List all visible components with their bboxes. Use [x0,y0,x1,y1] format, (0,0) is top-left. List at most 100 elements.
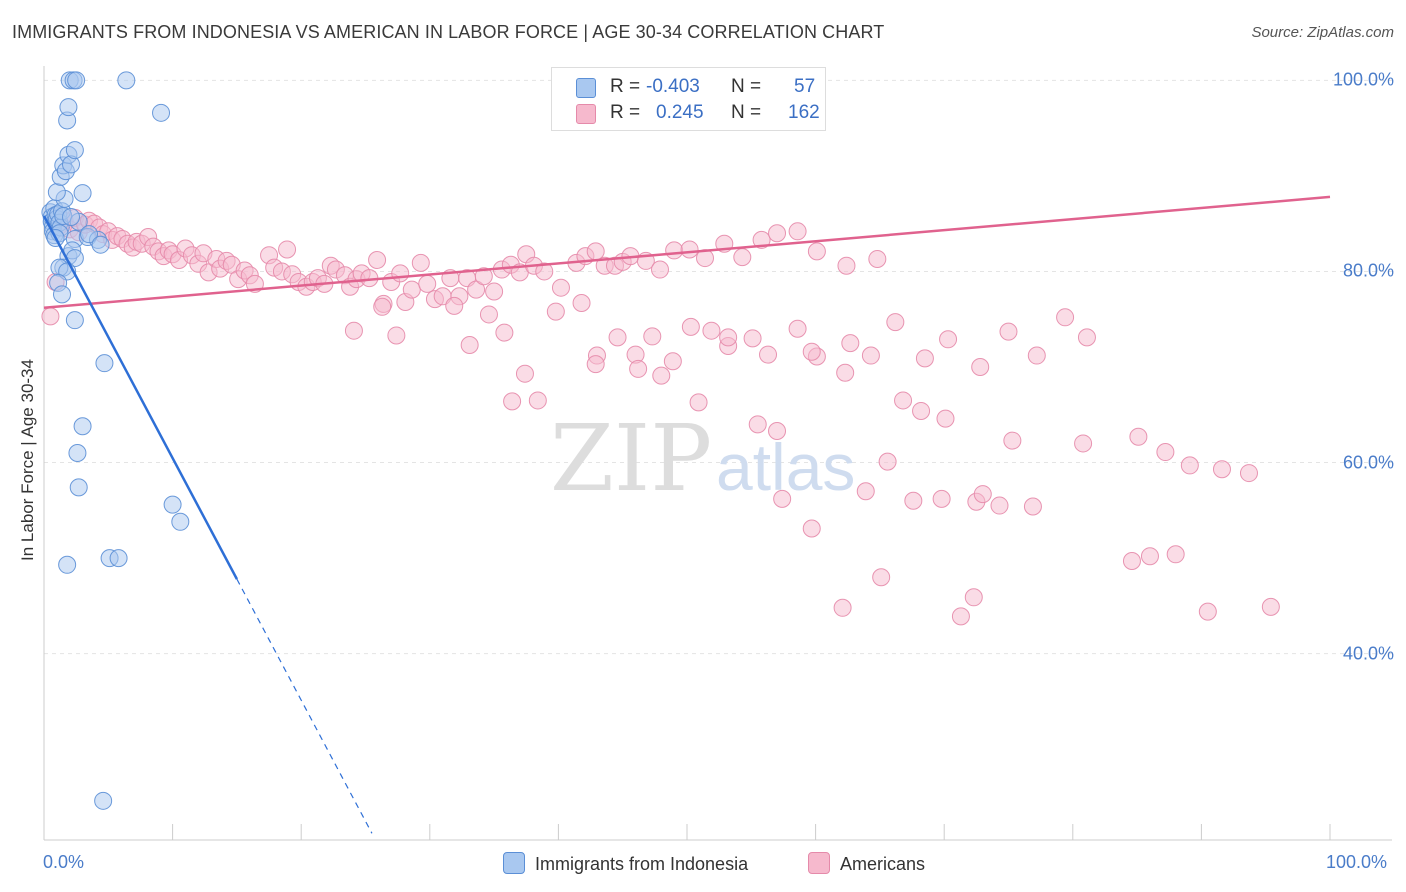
data-point [91,235,110,254]
data-point [665,241,684,260]
data-point [515,364,534,383]
bottom-legend-label: Immigrants from Indonesia [535,854,749,874]
data-point [1027,346,1046,365]
data-point [702,321,721,340]
data-point [681,317,700,336]
data-point [1239,464,1258,483]
data-point [1180,456,1199,475]
data-point [643,327,662,346]
data-point [1156,443,1175,462]
legend-swatch-pink [576,104,596,124]
data-point [759,345,778,364]
data-point [1056,308,1075,327]
x-tick-label-max: 100.0% [1326,852,1388,872]
data-point [743,329,762,348]
data-point [878,452,897,471]
data-point [650,260,669,279]
data-point [872,568,891,587]
data-point [629,359,648,378]
data-point [936,409,955,428]
data-point [1198,602,1217,621]
data-point [886,313,905,332]
data-point [951,607,970,626]
data-point [278,240,297,259]
data-point [841,334,860,353]
data-point [608,328,627,347]
data-point [59,98,78,117]
data-point [788,222,807,241]
data-point [788,319,807,338]
data-point [109,549,128,568]
data-point [652,366,671,385]
watermark-zip: ZIP [550,405,712,512]
data-point [719,328,738,347]
data-point [1129,427,1148,446]
data-point [1166,545,1185,564]
data-point [73,184,92,203]
legend-r-value: -0.403 [646,76,700,97]
data-point [368,250,387,269]
data-point [387,326,406,345]
data-point [894,391,913,410]
data-point [904,491,923,510]
data-point [748,415,767,434]
data-point [999,322,1018,341]
data-point [973,485,992,504]
trend-lines [42,195,1331,834]
bottom-legend-label: Americans [840,854,926,874]
data-point [62,207,81,226]
data-point [41,307,60,326]
data-point [915,349,934,368]
data-point [344,321,363,340]
legend-r-label: R = [610,76,641,97]
data-point [1140,547,1159,566]
trend-line-indonesia [42,215,239,580]
series-americans-points [41,208,1280,626]
data-point [807,242,826,261]
data-point [1077,328,1096,347]
data-point [503,392,522,411]
data-point [58,555,77,574]
data-point [773,489,792,508]
legend-swatch-blue [503,852,525,874]
y-tick-label: 100.0% [1332,69,1394,90]
data-point [861,346,880,365]
data-point [689,393,708,412]
legend-n-value: 57 [794,76,816,97]
data-point [1003,431,1022,450]
source-credit: Source: ZipAtlas.com [1251,24,1394,41]
data-point [802,342,821,361]
y-axis-label: In Labor Force | Age 30-34 [18,359,37,561]
data-point [932,489,951,508]
legend-swatch-pink [808,852,830,874]
axis-layer [43,66,1392,841]
data-point [971,358,990,376]
data-point [572,293,591,312]
data-point [474,267,493,286]
x-tick-label-min: 0.0% [43,852,85,872]
data-point [479,305,498,324]
data-point [69,478,88,497]
legend-n-label: N = [731,76,762,97]
data-point [94,791,113,810]
data-point [467,280,486,299]
data-point [586,355,605,374]
data-point [460,336,479,355]
data-point [373,297,392,316]
data-point [65,311,84,330]
data-point [65,141,84,160]
legend-n-label: N = [731,102,762,123]
y-tick-label: 40.0% [1342,643,1394,664]
data-point [73,417,92,436]
y-tick-label: 80.0% [1342,260,1394,281]
y-tick-label: 60.0% [1342,452,1394,473]
data-point [495,323,514,342]
data-point [768,224,787,243]
data-point [163,495,182,514]
data-point [80,225,99,244]
data-point [117,71,136,90]
data-point [663,352,682,371]
data-point [528,391,547,410]
data-point [990,496,1009,515]
